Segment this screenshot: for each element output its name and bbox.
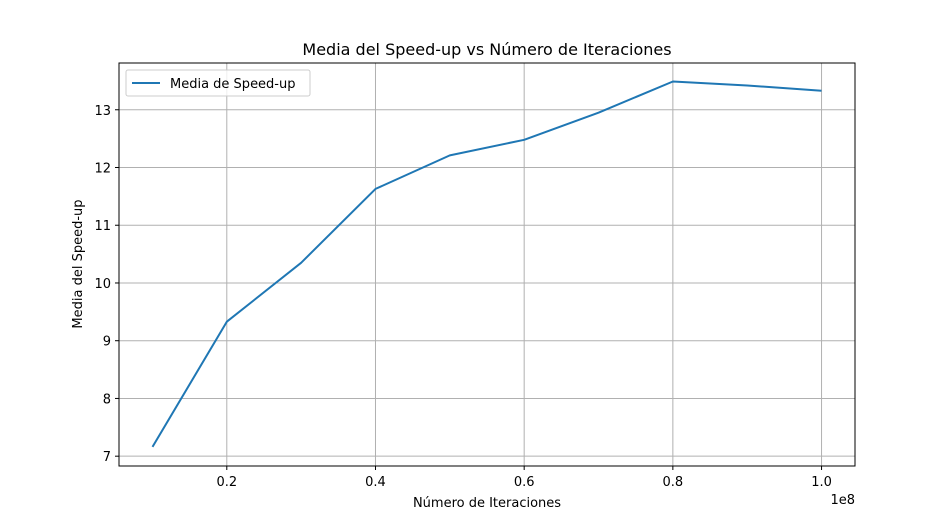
y-axis: 7 8 9 10 11 12 13 [94, 104, 119, 465]
legend-box [125, 69, 311, 97]
x-tick-label: 1.0 [811, 475, 832, 490]
y-tick-label: 9 [103, 335, 111, 350]
x-tick-label: 0.2 [216, 475, 237, 490]
grid [119, 63, 855, 466]
plot-area-frame [118, 62, 856, 467]
y-tick-label: 13 [94, 104, 111, 119]
y-tick-label: 12 [94, 162, 111, 177]
x-axis-offset-label: 1e8 [830, 493, 855, 508]
series-line [151, 80, 822, 448]
y-tick-label: 11 [94, 219, 111, 234]
legend: Media de Speed-up [125, 69, 311, 97]
y-tick-label: 10 [94, 277, 111, 292]
x-tick-label: 0.6 [514, 475, 535, 490]
legend-label: Media de Speed-up [170, 77, 296, 92]
chart-title: Media del Speed-up vs Número de Iteracio… [302, 40, 671, 59]
y-tick-label: 7 [103, 450, 111, 465]
y-tick-label: 8 [103, 392, 111, 407]
y-axis-label: Media del Speed-up [71, 199, 86, 328]
series-group [151, 80, 822, 448]
x-tick-label: 0.8 [663, 475, 684, 490]
x-tick-label: 0.4 [365, 475, 386, 490]
x-axis-label: Número de Iteraciones [413, 496, 561, 511]
x-axis: 0.2 0.4 0.6 0.8 1.0 [216, 466, 832, 490]
